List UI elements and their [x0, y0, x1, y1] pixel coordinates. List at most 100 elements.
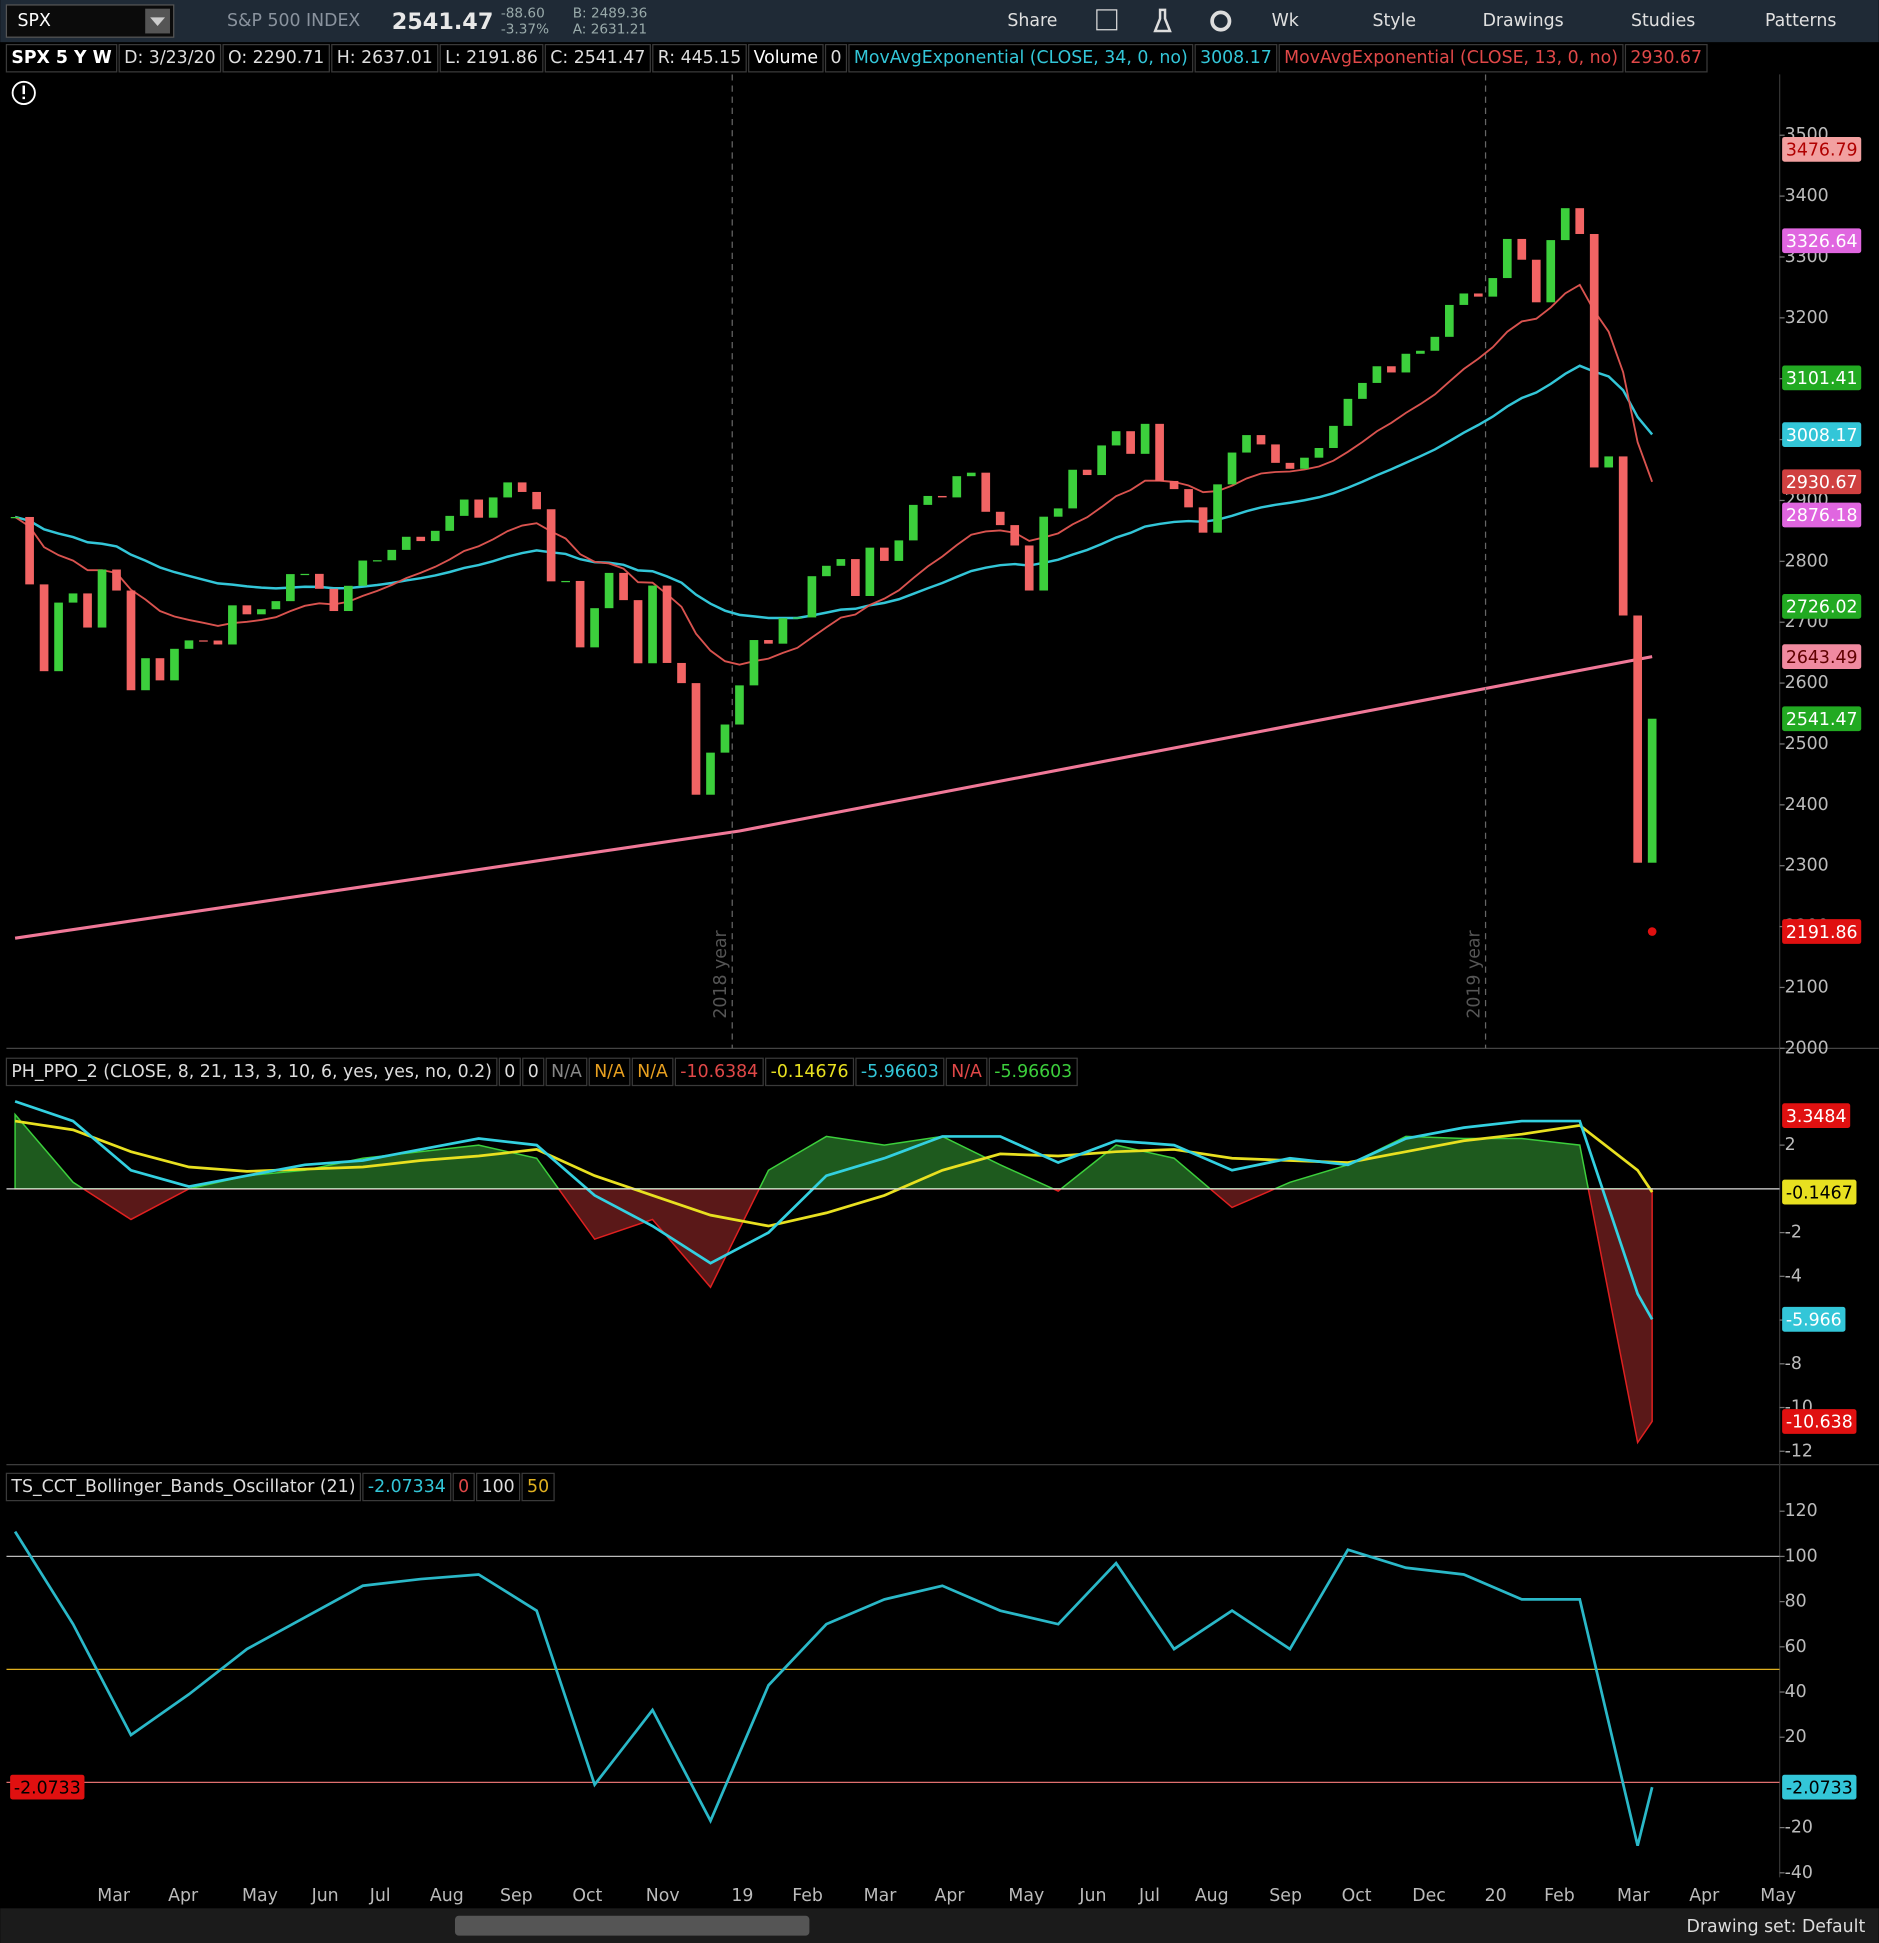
y-tick-label: 20 — [1785, 1727, 1807, 1747]
candle — [793, 617, 802, 619]
header-item: R: 445.15 — [658, 48, 741, 68]
header-item: -5.96603 — [861, 1062, 939, 1082]
indicator-line — [14, 1100, 1654, 1321]
toolbar-button[interactable]: Drawings — [1483, 11, 1564, 31]
icon-gear[interactable] — [1210, 10, 1232, 32]
candle — [923, 495, 933, 505]
candle — [764, 640, 773, 644]
header-item: C: 2541.47 — [550, 48, 645, 68]
y-tick-label: 3400 — [1785, 186, 1829, 206]
candle — [1589, 233, 1599, 468]
y-tick-label: 2000 — [1785, 1038, 1829, 1058]
header-cell — [848, 43, 1194, 73]
candle — [329, 588, 339, 612]
candle — [315, 573, 324, 589]
header-item: 0 — [458, 1477, 469, 1497]
price-bubble-label: -2.0733 — [14, 1778, 81, 1798]
candle — [1531, 259, 1541, 303]
candle — [1271, 444, 1280, 463]
candle — [430, 530, 440, 542]
y-tick-label: -20 — [1785, 1818, 1813, 1838]
icon-flask[interactable] — [1153, 8, 1172, 33]
candle — [1242, 435, 1251, 453]
header-cell — [5, 1057, 498, 1087]
header-item: MovAvgExponential (CLOSE, 13, 0, no) — [1284, 48, 1618, 68]
candle — [126, 590, 136, 691]
header-cell — [439, 43, 544, 73]
candle — [1213, 484, 1222, 533]
candle — [474, 499, 484, 518]
candle — [677, 662, 686, 684]
year-label: 2019 year — [1464, 929, 1484, 1018]
candle — [880, 547, 889, 561]
price-bubble — [1782, 644, 1862, 670]
candle — [25, 516, 34, 585]
year-label: 2018 year — [711, 929, 731, 1018]
candle — [1024, 545, 1034, 591]
candle — [1575, 208, 1585, 234]
alert-icon[interactable] — [11, 80, 36, 106]
toolbar — [0, 0, 1879, 43]
drawing-set[interactable]: Drawing set: Default — [1687, 1917, 1866, 1937]
oscillator-panel — [6, 1530, 1780, 1847]
candle — [1068, 469, 1078, 509]
candle — [822, 565, 831, 577]
candle — [908, 504, 918, 541]
candle — [995, 511, 1005, 526]
price-bubble — [1782, 365, 1862, 391]
ppo-panel — [6, 1100, 1780, 1445]
candle — [54, 602, 63, 672]
y-tick-label: -4 — [1785, 1266, 1802, 1286]
candle — [561, 580, 570, 583]
y-tick-label: -8 — [1785, 1354, 1802, 1374]
candle — [445, 515, 455, 531]
candle — [300, 573, 310, 576]
candle — [749, 640, 759, 686]
y-tick-label: 60 — [1785, 1637, 1807, 1657]
price-bubble-label: -2.0733 — [1786, 1778, 1853, 1798]
candle — [1604, 456, 1614, 468]
toolbar-button[interactable]: Studies — [1631, 11, 1695, 31]
icon-flag[interactable] — [1096, 9, 1118, 31]
candle — [648, 585, 657, 664]
header-cell — [1194, 43, 1278, 73]
ask: A: 2631.21 — [573, 22, 647, 38]
candle — [1517, 238, 1527, 260]
price-bubble-label: -0.1467 — [1786, 1183, 1853, 1203]
price-bubble-label: 2643.49 — [1786, 648, 1858, 668]
candle — [894, 540, 904, 561]
header-item: 0 — [528, 1062, 539, 1082]
price-bubble-label: 3008.17 — [1786, 426, 1858, 446]
header-item: -0.14676 — [771, 1062, 849, 1082]
header-item: N/A — [551, 1062, 582, 1082]
header-item: -5.96603 — [994, 1062, 1072, 1082]
scrollbar-thumb[interactable] — [454, 1915, 810, 1936]
ema-line — [14, 283, 1654, 666]
toolbar-button[interactable]: Wk — [1272, 11, 1299, 31]
candle — [1329, 425, 1338, 448]
toolbar-button[interactable]: Style — [1373, 11, 1417, 31]
price-bubble — [1782, 1409, 1857, 1434]
x-tick-label: 19 — [731, 1886, 753, 1906]
header-item: PH_PPO_2 (CLOSE, 8, 21, 13, 3, 10, 6, ye… — [11, 1062, 492, 1082]
header-item: 2930.67 — [1630, 48, 1702, 68]
candle — [1401, 353, 1411, 373]
dropdown-arrow — [150, 17, 166, 27]
candle — [1372, 366, 1382, 383]
header-item: L: 2191.86 — [445, 48, 538, 68]
price-bubble — [1782, 228, 1862, 254]
price-panel: 2018 year 2019 year — [10, 74, 1657, 1049]
header-item: N/A — [594, 1062, 625, 1082]
toolbar-button[interactable]: Share — [1007, 11, 1057, 31]
header-cell — [652, 43, 747, 73]
header-item: MovAvgExponential (CLOSE, 34, 0, no) — [854, 48, 1188, 68]
y-tick-label: 80 — [1785, 1592, 1807, 1612]
x-tick-label: Oct — [1342, 1886, 1372, 1906]
toolbar-button[interactable]: Patterns — [1765, 11, 1836, 31]
candle — [1285, 462, 1295, 469]
price-bubble — [1782, 422, 1862, 448]
price-bubble — [1782, 1103, 1851, 1129]
header-cell — [362, 1472, 452, 1502]
candle — [1010, 525, 1020, 546]
candle — [242, 605, 252, 615]
